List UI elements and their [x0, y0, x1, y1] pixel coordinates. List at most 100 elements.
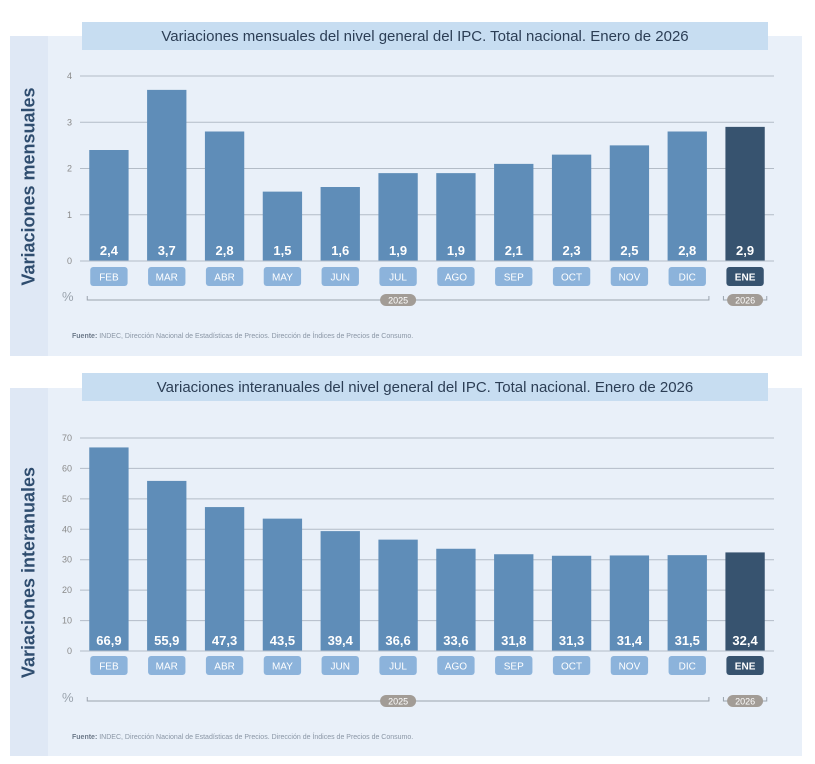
- yearly-month-label: JUN: [331, 662, 350, 673]
- monthly-month-label: FEB: [99, 273, 119, 284]
- yearly-value-label: 31,3: [559, 633, 584, 648]
- yearly-month-label: ENE: [735, 662, 756, 673]
- yearly-year-pill: [380, 695, 417, 707]
- yearly-ylabel-strip: Variaciones interanuales: [10, 388, 48, 756]
- monthly-bar: [609, 145, 650, 261]
- yearly-year-pill: [727, 695, 764, 707]
- yearly-bar: [89, 447, 129, 651]
- monthly-value-label: 1,9: [389, 243, 407, 258]
- yearly-month-label: JUL: [389, 662, 407, 673]
- yearly-month-label: FEB: [99, 662, 119, 673]
- monthly-value-label: 2,4: [100, 243, 119, 258]
- monthly-ylabel-strip: Variaciones mensuales: [10, 36, 48, 356]
- monthly-ytick-label: 3: [67, 117, 72, 127]
- yearly-bar: [436, 548, 476, 651]
- monthly-value-label: 2,9: [736, 243, 754, 258]
- yearly-month-pill: [726, 656, 764, 675]
- monthly-bar: [89, 150, 129, 261]
- yearly-month-pill: [552, 656, 591, 675]
- yearly-source-label: Fuente:: [72, 734, 98, 741]
- monthly-month-pill: [90, 267, 128, 286]
- monthly-value-label: 1,6: [331, 243, 349, 258]
- yearly-value-label: 33,6: [443, 633, 468, 648]
- monthly-bar: [725, 126, 765, 261]
- monthly-month-label: MAR: [156, 273, 178, 284]
- monthly-year-label: 2025: [388, 296, 408, 306]
- yearly-month-label: DIC: [679, 662, 696, 673]
- yearly-bar: [320, 531, 360, 651]
- monthly-month-label: AGO: [445, 273, 467, 284]
- yearly-value-label: 31,5: [675, 633, 700, 648]
- monthly-value-label: 1,5: [273, 243, 291, 258]
- monthly-source-label: Fuente:: [72, 333, 98, 340]
- yearly-month-pill: [437, 656, 475, 675]
- monthly-month-pill: [726, 267, 764, 286]
- monthly-value-label: 2,8: [216, 243, 234, 258]
- yearly-month-pill: [495, 656, 533, 675]
- monthly-year-label: 2026: [735, 296, 755, 306]
- monthly-month-label: JUN: [331, 273, 350, 284]
- yearly-bar: [609, 555, 650, 651]
- yearly-bar: [551, 555, 592, 651]
- yearly-value-label: 47,3: [212, 633, 237, 648]
- monthly-value-label: 1,9: [447, 243, 465, 258]
- monthly-month-pill: [668, 267, 706, 286]
- yearly-month-pill: [610, 656, 649, 675]
- monthly-month-pill: [552, 267, 591, 286]
- monthly-month-pill: [437, 267, 475, 286]
- yearly-value-label: 31,8: [501, 633, 526, 648]
- yearly-year-label: 2025: [388, 697, 408, 707]
- monthly-ytick-label: 0: [67, 256, 72, 266]
- monthly-ytick-label: 1: [67, 210, 72, 220]
- yearly-source-note: Fuente: INDEC, Dirección Nacional de Est…: [72, 734, 413, 741]
- yearly-ytick-label: 30: [62, 555, 72, 565]
- monthly-bar: [320, 187, 360, 261]
- monthly-month-pill: [495, 267, 533, 286]
- monthly-ytick-label: 4: [67, 71, 72, 81]
- yearly-bar: [725, 552, 765, 651]
- yearly-month-label: NOV: [619, 662, 641, 673]
- monthly-value-label: 3,7: [158, 243, 176, 258]
- monthly-month-pill: [610, 267, 649, 286]
- monthly-bar: [378, 173, 418, 261]
- monthly-month-pill: [205, 267, 244, 286]
- monthly-month-label: SEP: [504, 273, 524, 284]
- yearly-month-label: MAR: [156, 662, 178, 673]
- yearly-year-label: 2026: [735, 697, 755, 707]
- monthly-chart-title: Variaciones mensuales del nivel general …: [82, 22, 768, 50]
- yearly-bar: [204, 507, 245, 651]
- monthly-year-pill: [727, 294, 764, 306]
- monthly-month-label: NOV: [619, 273, 641, 284]
- yearly-ytick-label: 10: [62, 616, 72, 626]
- monthly-year-pill: [380, 294, 417, 306]
- yearly-ytick-label: 60: [62, 463, 72, 473]
- monthly-bar: [262, 191, 303, 261]
- yearly-month-pill: [263, 656, 302, 675]
- monthly-month-label: OCT: [561, 273, 582, 284]
- yearly-month-label: ABR: [214, 662, 235, 673]
- yearly-bar: [667, 555, 707, 651]
- monthly-value-label: 2,5: [620, 243, 638, 258]
- yearly-value-label: 66,9: [96, 633, 121, 648]
- monthly-month-label: JUL: [389, 273, 407, 284]
- yearly-value-label: 36,6: [385, 633, 410, 648]
- yearly-ytick-label: 0: [67, 646, 72, 656]
- yearly-bar: [262, 518, 303, 651]
- yearly-bar: [147, 480, 187, 651]
- monthly-unit-symbol: %: [62, 289, 74, 304]
- monthly-month-label: ENE: [735, 273, 756, 284]
- monthly-bar: [494, 163, 534, 261]
- monthly-month-label: MAY: [272, 273, 293, 284]
- monthly-value-label: 2,3: [563, 243, 581, 258]
- monthly-value-label: 2,1: [505, 243, 523, 258]
- yearly-ytick-label: 50: [62, 494, 72, 504]
- yearly-ytick-label: 70: [62, 433, 72, 443]
- yearly-bar: [494, 554, 534, 651]
- monthly-chart-svg: 0 1 2 3 4 2,4 FEB 3,7 MAR 2,8 ABR 1,5 MAY 1,6 JUN 1,9 JU…: [62, 71, 774, 306]
- monthly-bar: [204, 131, 245, 261]
- monthly-month-pill: [263, 267, 302, 286]
- yearly-source-text: INDEC, Dirección Nacional de Estadística…: [99, 734, 414, 741]
- yearly-month-pill: [148, 656, 186, 675]
- monthly-bar: [551, 154, 592, 261]
